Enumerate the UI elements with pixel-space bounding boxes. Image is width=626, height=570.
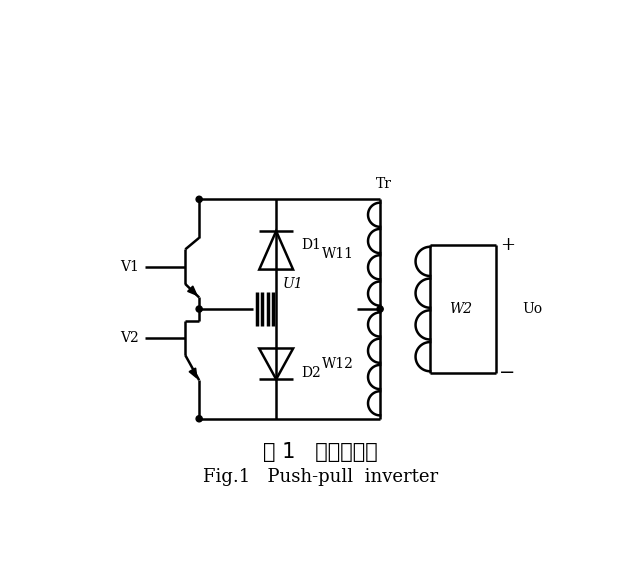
Text: 图 1   推挽式逆变: 图 1 推挽式逆变	[264, 442, 378, 462]
Text: D1: D1	[301, 238, 321, 252]
Text: Tr: Tr	[376, 177, 392, 191]
Text: −: −	[499, 364, 515, 381]
Circle shape	[196, 306, 202, 312]
Text: W12: W12	[322, 357, 354, 371]
Text: +: +	[500, 237, 515, 254]
Text: D2: D2	[301, 366, 321, 380]
Circle shape	[196, 416, 202, 422]
Text: Uo: Uo	[523, 302, 543, 316]
Circle shape	[377, 306, 383, 312]
Polygon shape	[189, 368, 197, 378]
Text: W11: W11	[322, 247, 354, 261]
Text: Fig.1   Push-pull  inverter: Fig.1 Push-pull inverter	[203, 467, 438, 486]
Circle shape	[196, 196, 202, 202]
Text: V1: V1	[120, 260, 140, 274]
Text: U1: U1	[283, 278, 304, 291]
Text: V2: V2	[120, 331, 139, 345]
Polygon shape	[188, 286, 197, 295]
Text: W2: W2	[449, 302, 473, 316]
